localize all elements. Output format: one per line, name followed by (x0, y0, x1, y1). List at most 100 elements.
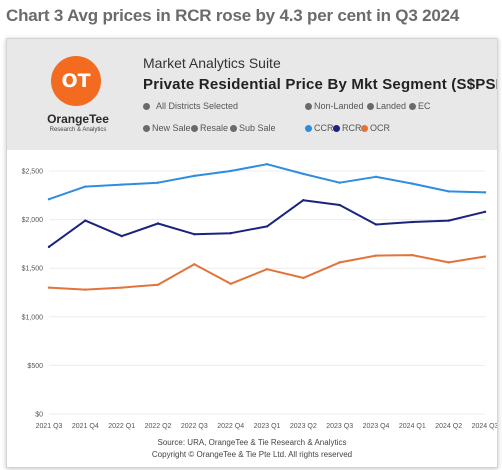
data-point-ccr[interactable] (84, 185, 87, 188)
data-point-ocr[interactable] (483, 255, 487, 258)
x-tick-label: 2022 Q4 (217, 423, 244, 430)
filter-non-landed[interactable]: Non-Landed (305, 101, 364, 111)
filter-label: Resale (200, 123, 229, 133)
filter-landed[interactable]: Landed (367, 101, 406, 111)
filter-label: Sub Sale (239, 123, 276, 133)
chart-title: Private Residential Price By Mkt Segment… (143, 76, 498, 93)
data-point-rcr[interactable] (84, 219, 87, 222)
x-tick-label: 2022 Q2 (145, 423, 172, 430)
data-point-rcr[interactable] (338, 203, 341, 207)
legend-item-ocr[interactable]: OCR (361, 123, 390, 133)
y-tick-label: $2,000 (22, 217, 44, 224)
legend-swatch-rcr (333, 124, 340, 132)
x-tick-label: 2022 Q3 (181, 423, 208, 430)
source-note: Source: URA, OrangeTee & Tie Research & … (157, 438, 347, 447)
data-point-ocr[interactable] (229, 282, 232, 285)
data-point-rcr[interactable] (265, 225, 269, 228)
legend-swatch-ocr (361, 124, 368, 132)
orangetee-logo-icon: OT (51, 56, 101, 106)
legend-item-ccr[interactable]: CCR (305, 123, 334, 133)
series-line-ocr[interactable] (48, 254, 486, 291)
x-tick-label: 2021 Q3 (36, 423, 63, 430)
x-tick-label: 2022 Q1 (108, 423, 135, 430)
data-point-ocr[interactable] (156, 283, 160, 286)
filter-label: Landed (376, 101, 407, 111)
data-point-ocr[interactable] (338, 261, 341, 264)
brand-name: OrangeTee (47, 112, 109, 126)
legend-label: CCR (314, 123, 334, 133)
filter-all-districts[interactable]: All Districts Selected (143, 101, 238, 111)
filter-label: New Sale (152, 123, 191, 133)
radio-dot-icon (191, 124, 198, 132)
x-tick-label: 2023 Q3 (326, 423, 353, 430)
filter-sub-sale[interactable]: Sub Sale (230, 123, 276, 133)
data-point-rcr[interactable] (156, 222, 160, 225)
data-point-ocr[interactable] (265, 267, 269, 271)
data-point-ocr[interactable] (374, 254, 378, 257)
x-tick-label: 2024 Q2 (435, 423, 462, 430)
data-point-ccr[interactable] (338, 181, 341, 184)
legend-label: RCR (342, 123, 362, 133)
y-tick-label: $0 (35, 412, 43, 419)
data-point-rcr[interactable] (120, 234, 123, 238)
legend-label: OCR (370, 123, 390, 133)
data-point-ccr[interactable] (120, 183, 123, 186)
data-point-rcr[interactable] (47, 245, 51, 249)
filter-label: Non-Landed (314, 101, 364, 111)
x-tick-label: 2024 Q3 (472, 423, 497, 430)
header-panel: OT OrangeTee Research & Analytics Market… (7, 39, 497, 150)
data-point-rcr[interactable] (229, 232, 232, 235)
data-point-ccr[interactable] (374, 175, 378, 179)
x-tick-label: 2023 Q2 (290, 423, 317, 430)
data-point-ocr[interactable] (302, 276, 305, 280)
data-point-ccr[interactable] (47, 197, 51, 201)
app-title: Market Analytics Suite (143, 55, 281, 71)
data-point-ocr[interactable] (193, 263, 196, 266)
data-point-ocr[interactable] (447, 261, 450, 264)
data-point-rcr[interactable] (302, 198, 305, 202)
data-point-ccr[interactable] (193, 174, 196, 178)
legend-item-rcr[interactable]: RCR (333, 123, 362, 133)
data-point-rcr[interactable] (193, 232, 196, 236)
data-point-ocr[interactable] (120, 286, 123, 289)
copyright-note: Copyright © OrangeTee & Tie Pte Ltd. All… (151, 450, 353, 459)
data-point-ccr[interactable] (302, 172, 305, 176)
data-point-rcr[interactable] (374, 223, 378, 226)
series-line-rcr[interactable] (48, 199, 486, 248)
radio-dot-icon (143, 102, 150, 110)
x-tick-label: 2023 Q4 (363, 423, 390, 430)
data-point-ocr[interactable] (47, 286, 51, 289)
x-tick-label: 2021 Q4 (72, 423, 99, 430)
radio-dot-icon (143, 124, 150, 132)
x-tick-label: 2024 Q1 (399, 423, 426, 430)
y-tick-label: $500 (27, 363, 43, 370)
data-point-ocr[interactable] (411, 253, 414, 257)
legend-swatch-ccr (305, 124, 312, 132)
data-point-ccr[interactable] (483, 191, 487, 194)
radio-dot-icon (367, 102, 374, 110)
y-tick-label: $1,000 (22, 314, 44, 321)
filter-label: EC (418, 101, 431, 111)
brand-tagline: Research & Analytics (49, 127, 107, 133)
x-tick-label: 2023 Q1 (254, 423, 281, 430)
chart-card: OT OrangeTee Research & Analytics Market… (6, 38, 498, 468)
radio-dot-icon (305, 102, 312, 110)
data-point-ccr[interactable] (229, 169, 232, 173)
data-point-ccr[interactable] (447, 190, 450, 193)
data-point-rcr[interactable] (411, 220, 414, 224)
radio-dot-icon (230, 124, 237, 132)
data-point-ccr[interactable] (156, 181, 160, 184)
filter-label: All Districts Selected (156, 101, 239, 111)
data-point-ccr[interactable] (265, 162, 269, 166)
filter-ec[interactable]: EC (409, 101, 431, 111)
data-point-rcr[interactable] (483, 210, 487, 214)
filter-new-sale[interactable]: New Sale (143, 123, 191, 133)
y-tick-label: $1,500 (22, 266, 44, 273)
filter-resale[interactable]: Resale (191, 123, 228, 133)
data-point-rcr[interactable] (447, 219, 450, 222)
data-point-ccr[interactable] (411, 182, 414, 185)
series-line-ccr[interactable] (48, 163, 486, 201)
radio-dot-icon (409, 102, 416, 110)
data-point-ocr[interactable] (84, 288, 87, 291)
chart-heading: Chart 3 Avg prices in RCR rose by 4.3 pe… (6, 6, 460, 25)
